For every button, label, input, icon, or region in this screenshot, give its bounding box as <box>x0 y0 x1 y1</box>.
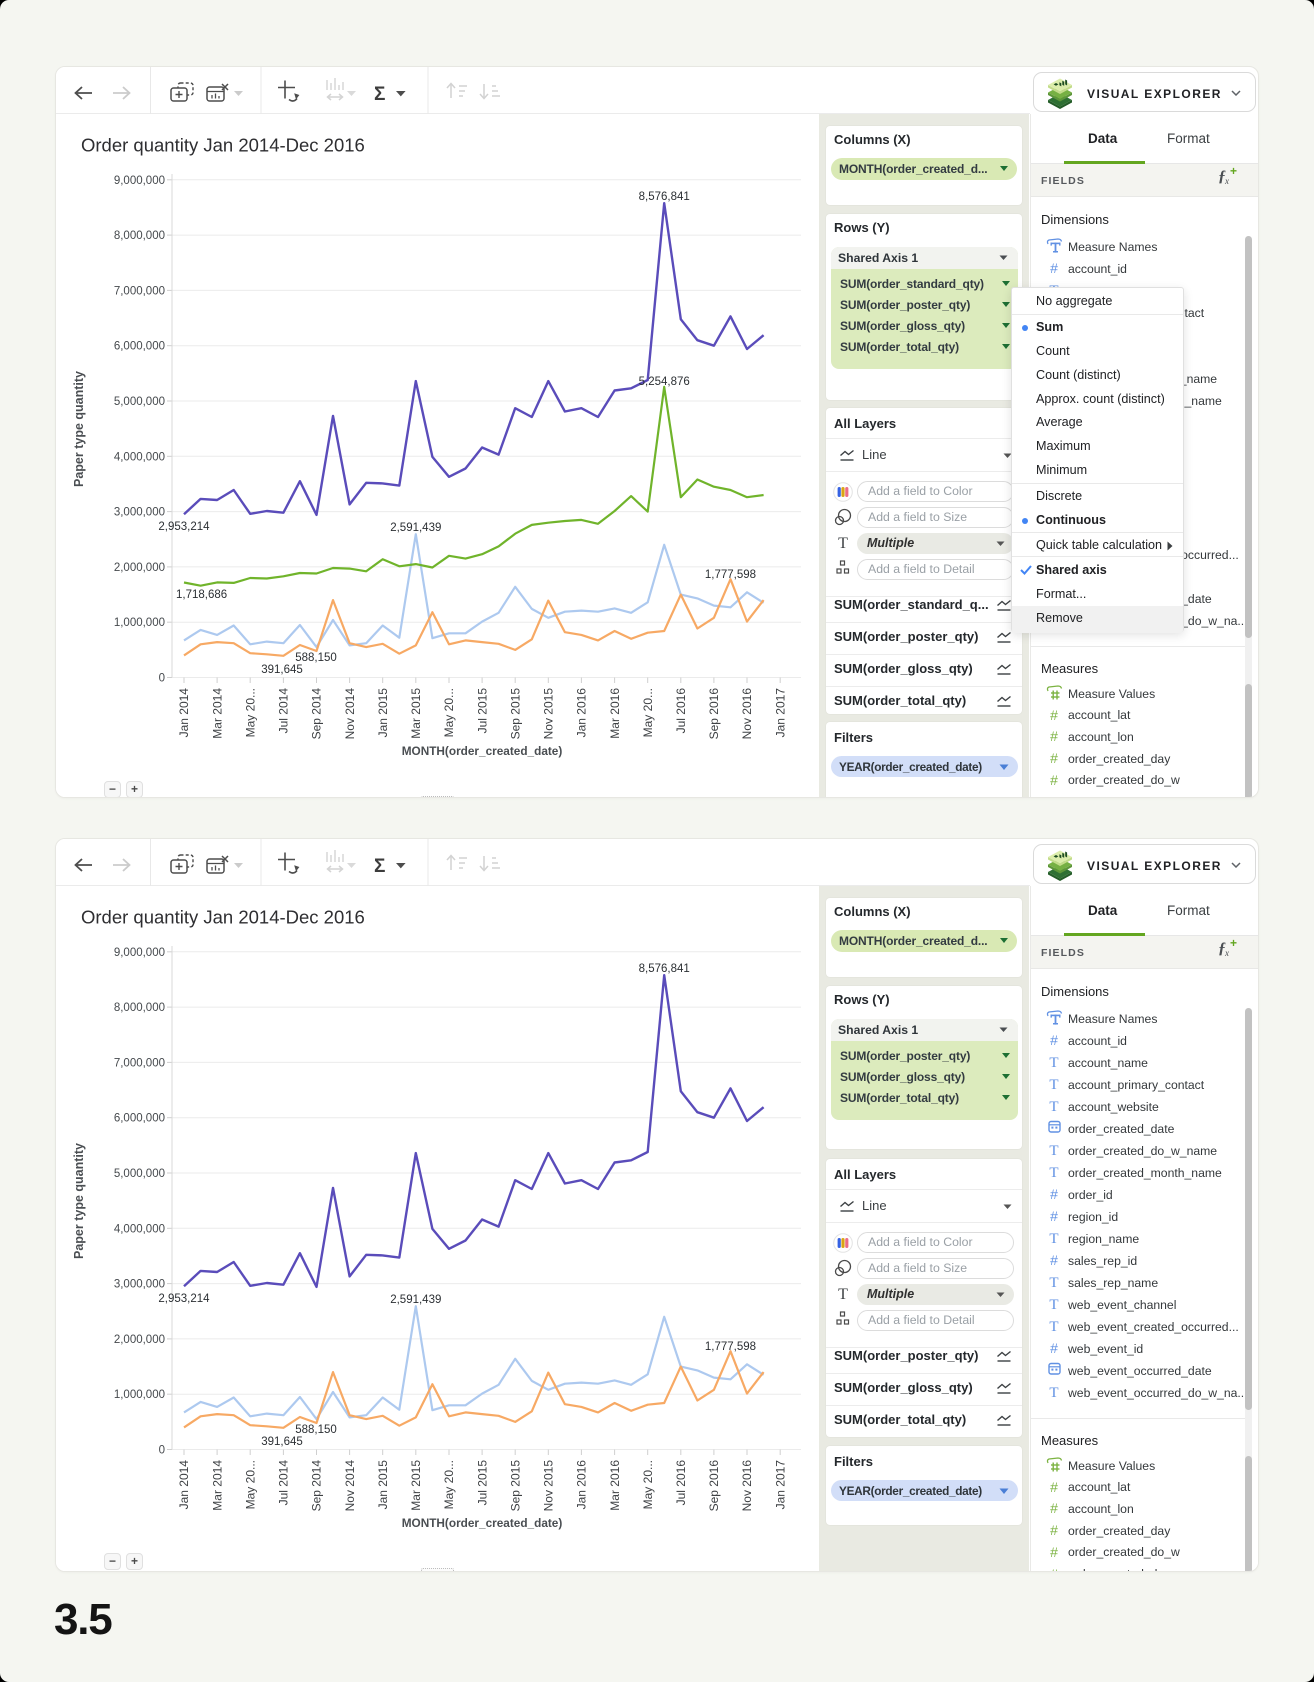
svg-text:Jan 2014: Jan 2014 <box>177 688 191 738</box>
svg-text:6,000,000: 6,000,000 <box>114 1113 165 1125</box>
svg-text:Σ: Σ <box>374 856 385 877</box>
svg-text:0: 0 <box>159 673 165 685</box>
svg-text:9,000,000: 9,000,000 <box>114 175 165 187</box>
svg-text:2,000,000: 2,000,000 <box>114 562 165 574</box>
svg-text:1,000,000: 1,000,000 <box>114 1389 165 1401</box>
svg-text:588,150: 588,150 <box>295 652 337 664</box>
svg-text:2,591,439: 2,591,439 <box>390 522 441 534</box>
svg-text:8,576,841: 8,576,841 <box>639 963 690 975</box>
svg-text:May 20...: May 20... <box>442 1460 456 1509</box>
svg-text:Paper type quantity: Paper type quantity <box>72 1143 86 1259</box>
svg-text:3,000,000: 3,000,000 <box>114 1279 165 1291</box>
svg-text:Σ: Σ <box>374 84 385 105</box>
svg-text:9,000,000: 9,000,000 <box>114 947 165 959</box>
svg-text:4,000,000: 4,000,000 <box>114 1223 165 1235</box>
svg-text:Sep 2016: Sep 2016 <box>707 1460 721 1512</box>
svg-text:Jan 2017: Jan 2017 <box>773 1460 787 1510</box>
svg-text:Jan 2016: Jan 2016 <box>575 1460 589 1510</box>
svg-text:Jul 2015: Jul 2015 <box>475 688 489 734</box>
svg-text:Paper type quantity: Paper type quantity <box>72 371 86 487</box>
svg-text:2,953,214: 2,953,214 <box>158 1293 210 1305</box>
svg-text:Jul 2014: Jul 2014 <box>277 1460 291 1506</box>
svg-text:Sep 2014: Sep 2014 <box>310 1460 324 1512</box>
svg-text:Mar 2015: Mar 2015 <box>409 1460 423 1511</box>
svg-text:Sep 2016: Sep 2016 <box>707 688 721 740</box>
svg-text:Jan 2016: Jan 2016 <box>575 688 589 738</box>
svg-text:Mar 2016: Mar 2016 <box>608 1460 622 1511</box>
svg-text:1,000,000: 1,000,000 <box>114 617 165 629</box>
svg-text:3,000,000: 3,000,000 <box>114 507 165 519</box>
svg-text:1,777,598: 1,777,598 <box>705 1341 756 1353</box>
svg-text:5,000,000: 5,000,000 <box>114 396 165 408</box>
svg-text:6,000,000: 6,000,000 <box>114 341 165 353</box>
svg-text:Jan 2017: Jan 2017 <box>773 688 787 738</box>
svg-text:May 20...: May 20... <box>243 688 257 737</box>
svg-text:588,150: 588,150 <box>295 1424 337 1436</box>
svg-text:5,000,000: 5,000,000 <box>114 1168 165 1180</box>
svg-text:Order quantity Jan 2014-Dec 20: Order quantity Jan 2014-Dec 2016 <box>81 135 365 156</box>
svg-text:Mar 2016: Mar 2016 <box>608 688 622 739</box>
svg-text:2,000,000: 2,000,000 <box>114 1334 165 1346</box>
svg-text:May 20...: May 20... <box>442 688 456 737</box>
svg-text:8,576,841: 8,576,841 <box>639 191 690 203</box>
svg-text:Sep 2015: Sep 2015 <box>508 688 522 740</box>
svg-text:Order quantity Jan 2014-Dec 20: Order quantity Jan 2014-Dec 2016 <box>81 907 365 928</box>
svg-text:Jan 2015: Jan 2015 <box>376 688 390 738</box>
svg-text:4,000,000: 4,000,000 <box>114 451 165 463</box>
svg-text:May 20...: May 20... <box>243 1460 257 1509</box>
svg-text:MONTH(order_created_date): MONTH(order_created_date) <box>402 744 563 758</box>
svg-text:Nov 2016: Nov 2016 <box>740 1460 754 1512</box>
svg-text:Nov 2016: Nov 2016 <box>740 688 754 740</box>
svg-text:Mar 2015: Mar 2015 <box>409 688 423 739</box>
svg-text:7,000,000: 7,000,000 <box>114 1057 165 1069</box>
svg-text:Jul 2015: Jul 2015 <box>475 1460 489 1506</box>
svg-text:8,000,000: 8,000,000 <box>114 230 165 242</box>
svg-text:1,777,598: 1,777,598 <box>705 569 756 581</box>
svg-text:Nov 2015: Nov 2015 <box>542 1460 556 1512</box>
svg-text:Jul 2016: Jul 2016 <box>674 1460 688 1506</box>
svg-text:Jan 2014: Jan 2014 <box>177 1460 191 1510</box>
svg-text:2,953,214: 2,953,214 <box>158 521 210 533</box>
svg-text:8,000,000: 8,000,000 <box>114 1002 165 1014</box>
svg-text:5,254,876: 5,254,876 <box>639 376 690 388</box>
svg-text:7,000,000: 7,000,000 <box>114 285 165 297</box>
svg-text:MONTH(order_created_date): MONTH(order_created_date) <box>402 1516 563 1530</box>
svg-text:Sep 2015: Sep 2015 <box>508 1460 522 1512</box>
svg-text:Mar 2014: Mar 2014 <box>210 688 224 739</box>
svg-text:Nov 2015: Nov 2015 <box>542 688 556 740</box>
svg-text:Jul 2014: Jul 2014 <box>277 688 291 734</box>
svg-text:May 20...: May 20... <box>641 688 655 737</box>
svg-text:Jul 2016: Jul 2016 <box>674 688 688 734</box>
svg-text:391,645: 391,645 <box>261 664 303 676</box>
svg-text:0: 0 <box>159 1445 165 1457</box>
svg-text:Nov 2014: Nov 2014 <box>343 1460 357 1512</box>
svg-text:Sep 2014: Sep 2014 <box>310 688 324 740</box>
svg-text:May 20...: May 20... <box>641 1460 655 1509</box>
svg-text:1,718,686: 1,718,686 <box>176 589 227 601</box>
svg-text:Nov 2014: Nov 2014 <box>343 688 357 740</box>
svg-text:2,591,439: 2,591,439 <box>390 1294 441 1306</box>
svg-text:Mar 2014: Mar 2014 <box>210 1460 224 1511</box>
svg-text:391,645: 391,645 <box>261 1436 303 1448</box>
svg-text:Jan 2015: Jan 2015 <box>376 1460 390 1510</box>
